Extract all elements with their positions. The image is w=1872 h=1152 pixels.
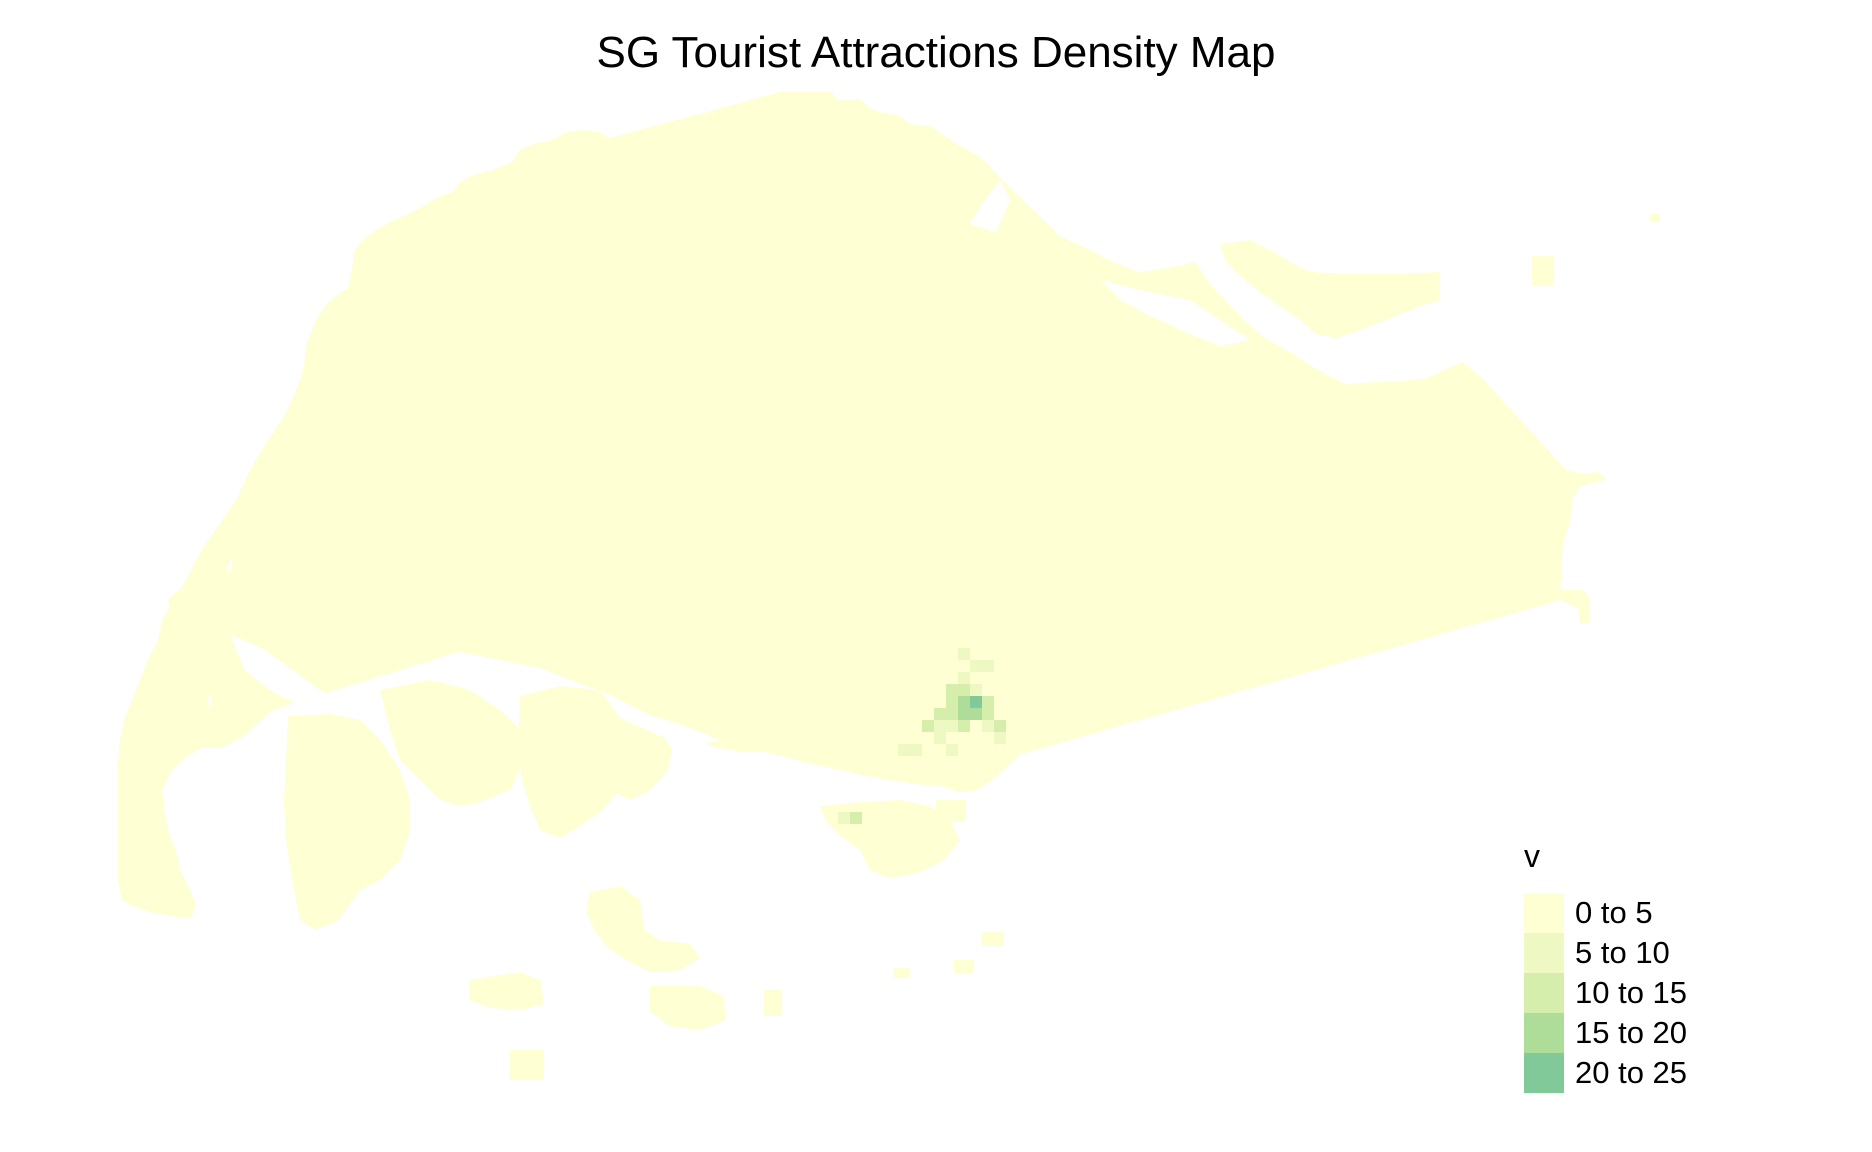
islet-c2 [764, 990, 782, 1016]
density-cell [970, 660, 982, 672]
density-cell [934, 708, 946, 720]
pulau-tekong [1532, 256, 1554, 286]
density-cell [946, 684, 958, 696]
southern-island-d [510, 1050, 544, 1080]
island-land-mass [118, 92, 1660, 1080]
density-cell [982, 696, 994, 708]
map-title: SG Tourist Attractions Density Map [596, 28, 1276, 77]
legend-label: 20 to 25 [1575, 1055, 1688, 1090]
islet-east [1650, 214, 1660, 222]
south-channel [600, 690, 720, 744]
density-cell [958, 684, 970, 696]
legend-swatch [1524, 893, 1564, 933]
density-cell [934, 732, 946, 744]
sentosa-east [936, 800, 966, 822]
southern-island-b [470, 972, 544, 1010]
legend-item: 5 to 10 [1524, 933, 1687, 973]
density-cell [982, 720, 994, 732]
legend-item: 20 to 25 [1524, 1053, 1687, 1093]
legend-items: 0 to 5 5 to 10 10 to 15 15 to 20 20 to 25 [1524, 893, 1687, 1093]
density-cell [994, 720, 1006, 732]
legend-item: 15 to 20 [1524, 1013, 1687, 1053]
density-cell [934, 720, 946, 732]
islet-d3 [894, 968, 910, 978]
density-cell [970, 708, 982, 720]
density-cell [946, 744, 958, 756]
density-cell [958, 720, 970, 732]
density-cell [970, 684, 982, 696]
legend-swatch [1524, 1053, 1564, 1093]
density-cell [982, 708, 994, 720]
jurong-island-west [518, 686, 640, 838]
density-cell [958, 648, 970, 660]
legend-label: 5 to 10 [1575, 935, 1670, 970]
southern-island-c [650, 986, 726, 1030]
southwest-islands [380, 680, 524, 806]
density-cell [922, 720, 934, 732]
islet-d4 [982, 932, 1004, 946]
north-inlet [970, 180, 1010, 232]
west-channel [230, 634, 350, 712]
jurong-island [284, 714, 410, 930]
density-cell [946, 708, 958, 720]
legend-label: 10 to 15 [1575, 975, 1688, 1010]
density-cell [982, 660, 994, 672]
island-interior [220, 92, 1566, 760]
legend-swatch [1524, 973, 1564, 1013]
islet-d2 [954, 960, 974, 974]
density-cell [958, 672, 970, 684]
density-cell [838, 812, 850, 824]
legend-swatch [1524, 1013, 1564, 1053]
legend: v 0 to 5 5 to 10 10 to 15 15 to 20 20 to 25 [1524, 838, 1687, 1093]
density-cell [970, 696, 982, 708]
density-cell [994, 732, 1006, 744]
density-cell [946, 720, 958, 732]
density-cell [850, 812, 862, 824]
pulau-ubin [1220, 240, 1440, 338]
density-cell [958, 696, 970, 708]
density-cell [958, 708, 970, 720]
legend-title: v [1524, 838, 1540, 874]
southern-island-a [586, 886, 700, 972]
density-cell [910, 744, 922, 756]
small-isle-south [610, 720, 672, 800]
legend-item: 0 to 5 [1524, 893, 1687, 933]
serangoon-harbour [1100, 280, 1250, 346]
legend-item: 10 to 15 [1524, 973, 1687, 1013]
density-hotspot [838, 648, 1006, 824]
legend-label: 15 to 20 [1575, 1015, 1688, 1050]
density-cell [898, 744, 910, 756]
legend-label: 0 to 5 [1575, 895, 1653, 930]
density-cell [946, 696, 958, 708]
legend-swatch [1524, 933, 1564, 973]
